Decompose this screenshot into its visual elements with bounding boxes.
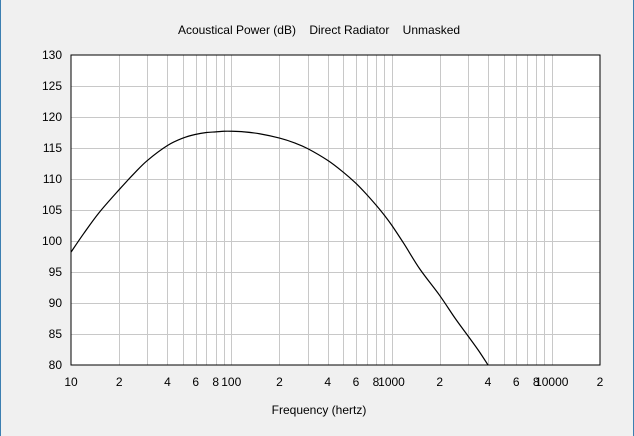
x-tick-label: 8: [212, 375, 219, 389]
y-tick-label: 125: [42, 79, 62, 93]
y-tick-label: 95: [49, 265, 63, 279]
x-tick-label: 4: [485, 375, 492, 389]
x-axis-label: Frequency (hertz): [272, 403, 367, 417]
x-tick-label: 10: [64, 375, 78, 389]
series-line: [70, 130, 489, 366]
x-tick-label: 2: [116, 375, 123, 389]
y-tick-label: 80: [49, 358, 63, 372]
x-tick-label: 4: [324, 375, 331, 389]
y-tick-label: 100: [42, 234, 62, 248]
grid: [71, 55, 600, 365]
x-tick-label: 10000: [535, 375, 569, 389]
y-tick-label: 85: [49, 327, 63, 341]
x-tick-label: 2: [436, 375, 443, 389]
x-tick-label: 1000: [378, 375, 405, 389]
x-tick-label: 2: [276, 375, 283, 389]
x-tick-label: 2: [597, 375, 604, 389]
x-tick-label: 6: [353, 375, 360, 389]
chart-title: Acoustical Power (dB) Direct Radiator Un…: [178, 23, 460, 37]
y-tick-label: 115: [43, 141, 62, 155]
x-tick-label: 8: [373, 375, 380, 389]
x-tick-label: 100: [221, 375, 241, 389]
x-tick-label: 8: [533, 375, 540, 389]
x-tick-label: 6: [513, 375, 520, 389]
y-tick-label: 130: [42, 48, 62, 62]
y-tick-label: 120: [42, 110, 62, 124]
y-axis: 80 85 90 95 100 105 110 115 120 125 130: [42, 48, 62, 372]
y-tick-label: 90: [49, 296, 63, 310]
x-tick-label: 6: [192, 375, 199, 389]
y-tick-label: 105: [42, 203, 62, 217]
x-tick-label: 4: [164, 375, 171, 389]
y-tick-label: 110: [43, 172, 62, 186]
plot-border: [70, 54, 601, 366]
